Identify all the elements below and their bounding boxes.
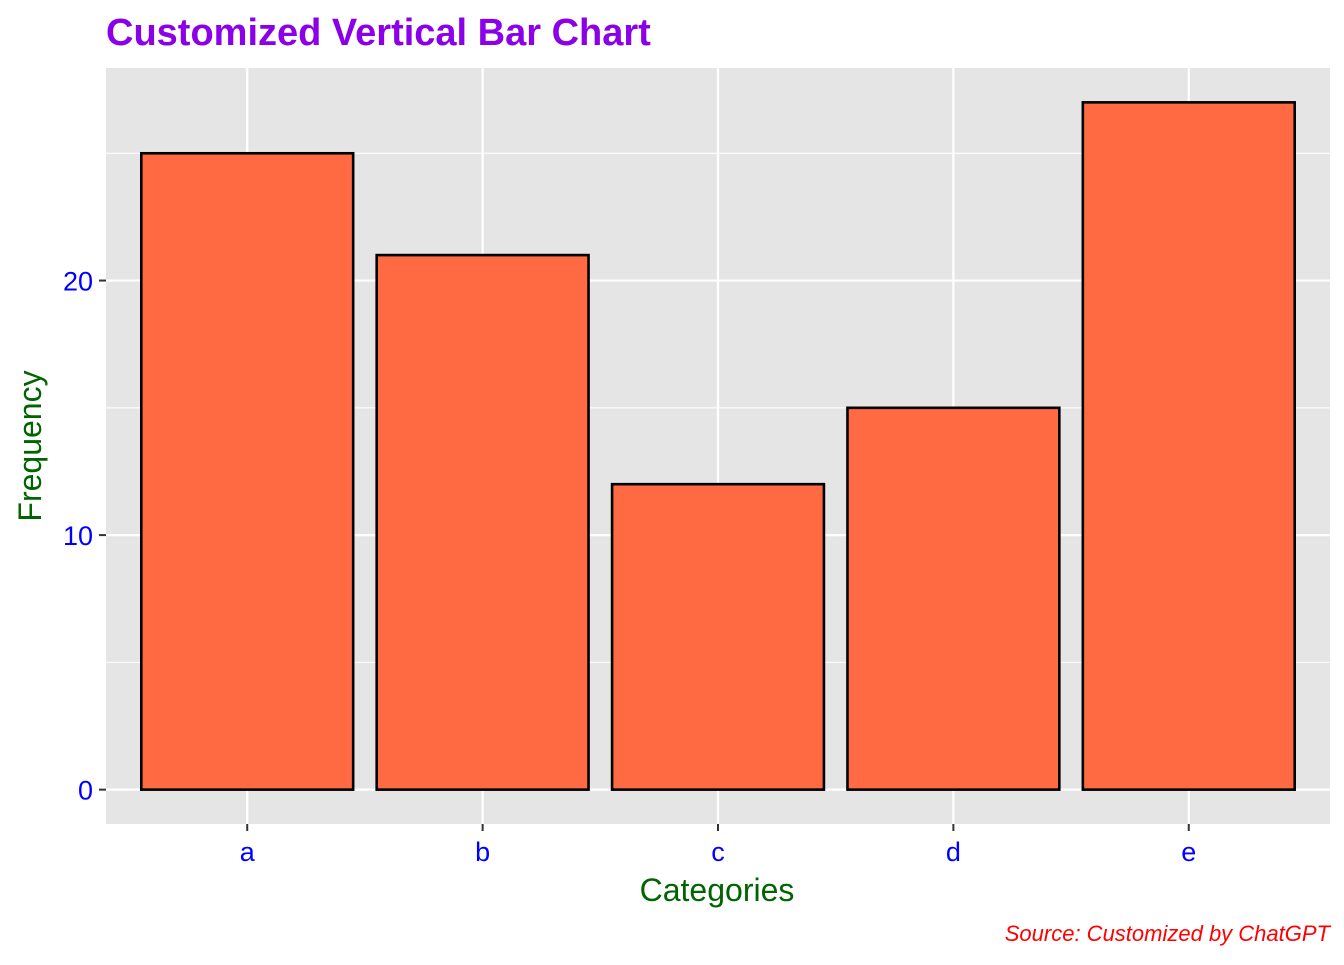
y-axis-title: Frequency bbox=[12, 370, 48, 521]
x-tick-label: b bbox=[475, 837, 490, 867]
x-tick-label: e bbox=[1181, 837, 1196, 867]
y-tick-label: 0 bbox=[78, 776, 93, 806]
bar-e bbox=[1081, 101, 1296, 791]
y-axis: 0 10 20 bbox=[63, 267, 106, 806]
y-tick-label: 10 bbox=[63, 521, 93, 551]
chart-title: Customized Vertical Bar Chart bbox=[106, 12, 651, 54]
bar-c bbox=[610, 482, 826, 791]
x-tick-label: a bbox=[240, 837, 256, 867]
bar-a bbox=[140, 151, 355, 791]
x-tick-label: c bbox=[711, 837, 725, 867]
x-tick-label: d bbox=[946, 837, 961, 867]
bar-b bbox=[375, 253, 590, 791]
x-axis: a b c d e bbox=[240, 824, 1196, 867]
chart-caption: Source: Customized by ChatGPT bbox=[1005, 921, 1332, 946]
bars bbox=[140, 101, 1296, 791]
bar-d bbox=[846, 406, 1061, 791]
x-axis-title: Categories bbox=[640, 872, 795, 908]
y-tick-label: 20 bbox=[63, 267, 93, 297]
